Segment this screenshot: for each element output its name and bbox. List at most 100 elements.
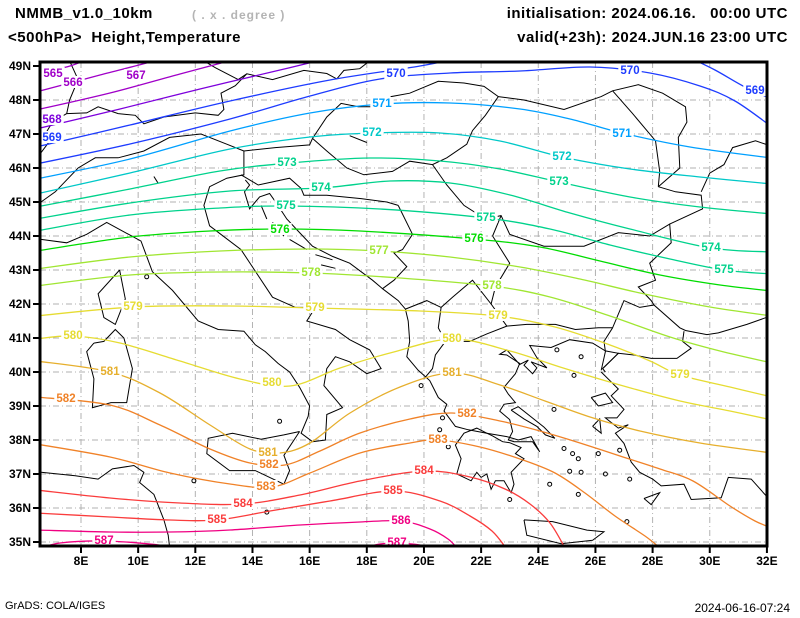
- units-note: ( . x . degree ): [192, 8, 286, 22]
- contour-580-line: [40, 335, 767, 420]
- coast-peloponnese: [454, 427, 525, 494]
- contour-label-bg: [462, 232, 486, 244]
- coast-turkey-aegean: [600, 371, 767, 501]
- contour-label-bg: [712, 263, 736, 275]
- lon-label: 28E: [642, 554, 663, 568]
- lon-label: 14E: [242, 554, 263, 568]
- contour-576-line: [40, 228, 767, 292]
- contour-label-568: 568: [42, 114, 62, 126]
- contour-label-582: 582: [259, 459, 278, 471]
- small-island: [627, 476, 633, 482]
- contour-label-bg: [257, 458, 281, 470]
- contour-label-575: 575: [276, 200, 296, 212]
- coast-border-rhine: [66, 62, 79, 114]
- lon-label: 30E: [699, 554, 720, 568]
- coast-lake-balaton: [349, 135, 367, 143]
- contour-label-bg: [550, 150, 574, 162]
- coast-border-slovenia-austria: [243, 138, 313, 152]
- small-island: [575, 456, 581, 462]
- contour-label-581: 581: [442, 367, 462, 379]
- contour-579-line: [40, 305, 767, 397]
- contour-label-583: 583: [256, 481, 275, 493]
- coast-lake-garda: [153, 176, 159, 184]
- contour-577-line: [40, 248, 767, 316]
- small-island: [578, 354, 584, 360]
- coast-adriatic-islands-3: [289, 238, 308, 251]
- contour-label-bg: [40, 131, 64, 143]
- contour-label-bg: [205, 513, 229, 525]
- contour-582-line: [40, 396, 767, 527]
- contour-label-bg: [480, 279, 504, 291]
- small-island: [144, 274, 150, 280]
- contour-label-bg: [743, 84, 767, 96]
- lat-label: 49N: [9, 59, 31, 73]
- contour-label-bg: [61, 76, 85, 88]
- contour-label-bg: [455, 407, 479, 419]
- contour-label-586: 586: [391, 515, 410, 527]
- lat-label: 35N: [9, 535, 31, 549]
- contour-label-566: 566: [63, 77, 82, 89]
- lat-label: 41N: [9, 331, 31, 345]
- contour-label-bg: [547, 175, 571, 187]
- contour-label-582: 582: [56, 393, 75, 405]
- contour-label-584: 584: [233, 498, 253, 510]
- contour-label-bg: [260, 376, 284, 388]
- lat-label: 43N: [9, 263, 31, 277]
- small-island: [507, 497, 513, 502]
- lat-label: 47N: [9, 127, 31, 141]
- coast-sicily: [206, 431, 301, 485]
- coast-adriatic-islands-5: [320, 264, 336, 269]
- coast-border-serbia-east: [405, 215, 511, 310]
- small-island: [547, 481, 553, 487]
- contour-label-bg: [299, 266, 323, 278]
- contour-568-line: [40, 62, 316, 129]
- contour-label-573: 573: [549, 176, 568, 188]
- contour-label-bg: [124, 69, 148, 81]
- grads-credit: GrADS: COLA/IGES: [5, 600, 106, 612]
- contour-label-579: 579: [123, 301, 142, 313]
- coast-chios: [592, 417, 602, 435]
- contour-569-line: [40, 62, 445, 147]
- coast-lesbos: [590, 392, 614, 407]
- init-time-label: initialisation: 2024.06.16. 00:00 UTC: [506, 5, 788, 22]
- contour-label-581: 581: [258, 447, 278, 459]
- contour-573-line: [40, 157, 767, 215]
- small-island: [440, 415, 445, 421]
- creation-timestamp: 2024-06-16-07:24: [694, 601, 790, 615]
- coast-border-romania-north: [498, 84, 688, 188]
- lon-label: 32E: [756, 554, 777, 568]
- lon-label: 24E: [528, 554, 549, 568]
- contour-581-line: [40, 360, 767, 455]
- coast-ukraine-coast: [700, 140, 767, 193]
- small-island: [418, 383, 424, 389]
- contour-label-578: 578: [482, 280, 502, 292]
- contour-label-bg: [699, 241, 723, 253]
- contour-585-line: [40, 490, 506, 546]
- contour-label-570: 570: [620, 65, 639, 77]
- contour-label-569: 569: [42, 132, 61, 144]
- field-title: <500hPa> Height,Temperature: [8, 29, 241, 46]
- contour-label-570: 570: [386, 68, 405, 80]
- lon-label: 8E: [74, 554, 89, 568]
- contour-label-580: 580: [63, 330, 82, 342]
- lat-label: 37N: [9, 467, 31, 481]
- lon-label: 20E: [413, 554, 434, 568]
- contour-label-bg: [92, 534, 116, 546]
- contour-label-bg: [121, 300, 145, 312]
- coast-euboea: [510, 406, 556, 439]
- contour-label-580: 580: [262, 377, 281, 389]
- small-island: [437, 427, 443, 433]
- axes: 49N 48N 47N 46N 45N 44N 43N 42N 41N 40N 39N 38N 37N 3…: [9, 59, 778, 568]
- contour-label-bg: [360, 126, 384, 138]
- contour-label-bg: [231, 497, 255, 509]
- contour-label-571: 571: [372, 98, 392, 110]
- contour-label-bg: [61, 329, 85, 341]
- contour-label-579: 579: [305, 302, 324, 314]
- contour-label-bg: [367, 244, 391, 256]
- contour-label-582: 582: [457, 408, 476, 420]
- contour-label-569: 569: [745, 85, 764, 97]
- contour-label-bg: [384, 67, 408, 79]
- lat-label: 38N: [9, 433, 31, 447]
- small-island: [277, 418, 283, 424]
- contour-label-575: 575: [476, 212, 496, 224]
